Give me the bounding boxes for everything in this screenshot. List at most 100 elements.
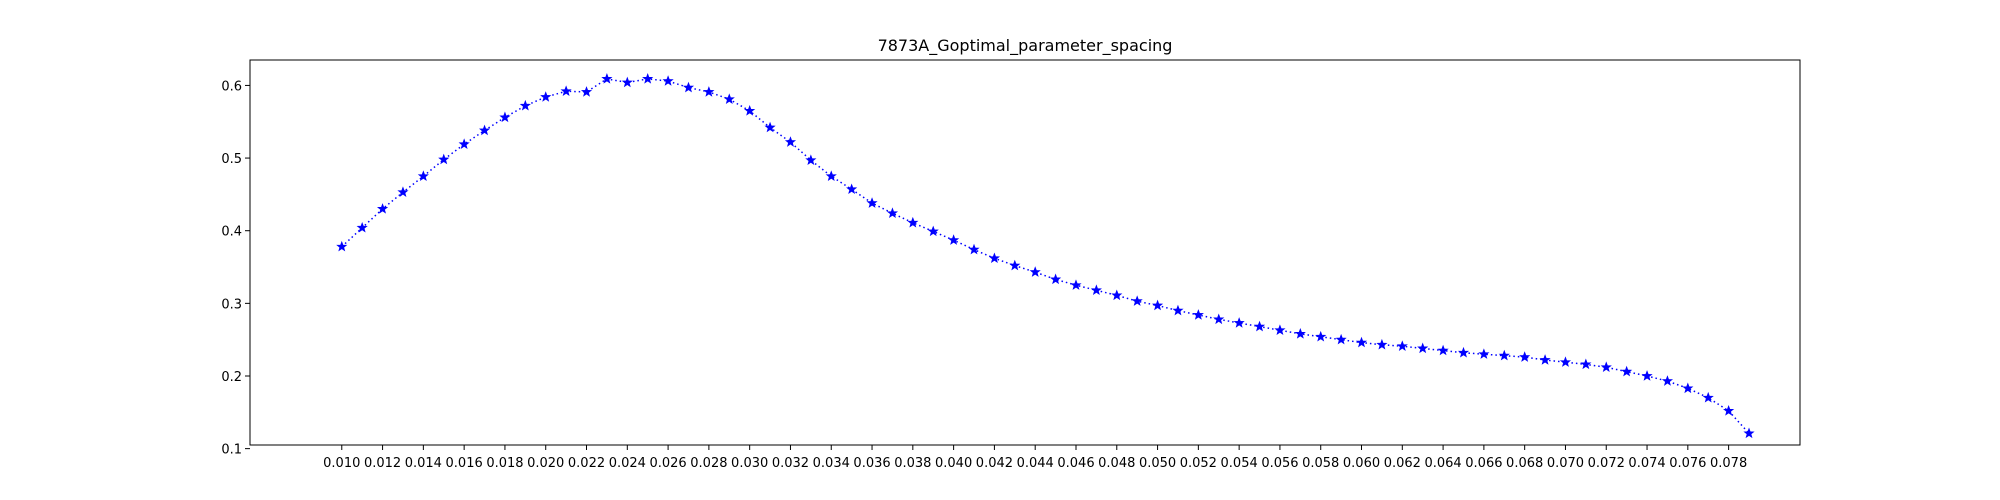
x-tick-label: 0.068 [1506,456,1543,471]
x-tick-label: 0.062 [1384,456,1421,471]
data-point-star [1009,259,1021,271]
data-point-star [1723,405,1735,416]
x-tick-label: 0.064 [1424,456,1461,471]
data-point-star [1600,361,1612,373]
data-point-star [846,183,858,195]
y-axis-ticks: 0.1 0.2 0.3 0.4 0.5 0.6 [221,79,250,458]
data-point-star [601,73,613,84]
x-tick-label: 0.038 [894,456,931,471]
data-point-star [1274,324,1286,335]
data-point-star [948,234,960,245]
x-tick-label: 0.010 [323,456,360,471]
data-point-star [642,73,654,84]
x-tick-label: 0.058 [1302,456,1339,471]
x-tick-label: 0.022 [568,456,605,471]
x-tick-label: 0.048 [1098,456,1135,471]
x-tick-label: 0.078 [1710,456,1747,471]
data-point-star [1498,349,1510,361]
data-point-star [1702,391,1714,403]
data-point-star [560,85,572,96]
data-point-star [968,243,980,255]
data-point-star [1233,317,1245,328]
data-point-star [1253,320,1266,332]
data-point-star [1621,365,1633,377]
data-point-star [662,75,674,86]
x-tick-label: 0.018 [486,456,523,471]
data-point-star [1743,427,1755,439]
y-tick-label: 0.2 [221,370,242,385]
data-point-star [1335,333,1347,345]
data-point-star [1641,370,1653,381]
data-point-star [1661,375,1674,386]
data-point-star [1315,330,1327,342]
x-tick-label: 0.032 [772,456,809,471]
data-point-star [988,252,1000,264]
data-point-star [682,81,695,93]
x-axis-ticks: 0.010 0.012 0.014 0.016 0.018 0.020 0.022 0.024… [323,445,1747,471]
y-tick-label: 0.6 [221,79,242,94]
data-point-star [1396,340,1408,351]
data-point-star [621,76,633,88]
data-point-star [356,221,368,233]
data-point-star [1457,346,1470,358]
data-point-star [907,216,919,228]
x-tick-label: 0.044 [1017,456,1054,471]
data-point-star [336,240,348,252]
data-point-star [744,104,756,116]
series-layer [336,73,1755,439]
data-point-star [540,91,552,102]
data-point-star [805,154,817,165]
x-tick-label: 0.054 [1221,456,1258,471]
data-point-star [1070,279,1082,290]
x-tick-label: 0.036 [853,456,890,471]
x-tick-label: 0.028 [690,456,727,471]
x-tick-label: 0.060 [1343,456,1380,471]
data-point-star [376,203,389,214]
data-point-star [478,124,491,136]
data-point-star [1355,336,1368,348]
data-point-star [886,207,899,219]
x-tick-label: 0.020 [527,456,564,471]
data-point-star [927,225,939,237]
data-point-star [397,186,409,197]
data-point-star [1417,342,1429,354]
chart-title: 7873A_Goptimal_parameter_spacing [878,36,1173,56]
data-point-star [1090,284,1102,296]
data-point-star [866,197,878,208]
x-tick-label: 0.070 [1547,456,1584,471]
x-tick-label: 0.030 [731,456,768,471]
x-tick-label: 0.016 [446,456,483,471]
data-point-star [764,121,776,133]
data-point-star [1294,328,1306,339]
x-tick-label: 0.034 [813,456,850,471]
x-tick-label: 0.056 [1261,456,1298,471]
x-tick-label: 0.012 [364,456,401,471]
data-point-star [1437,344,1449,356]
data-point-star [784,136,797,147]
series-line [341,78,1750,434]
data-point-star [580,86,593,97]
x-tick-label: 0.050 [1139,456,1176,471]
data-point-star [1029,266,1041,277]
data-point-star [1539,354,1551,365]
data-point-star [1050,273,1062,285]
x-tick-label: 0.040 [935,456,972,471]
x-tick-label: 0.052 [1180,456,1217,471]
data-point-star [1172,304,1184,316]
data-point-star [1376,338,1388,350]
x-tick-label: 0.066 [1465,456,1502,471]
data-point-star [1519,351,1531,362]
plot-frame [249,59,1801,446]
data-point-star [519,99,531,111]
data-point-star [1151,299,1164,311]
x-tick-label: 0.072 [1588,456,1625,471]
data-point-star [1559,356,1572,367]
y-tick-label: 0.5 [221,152,242,167]
data-point-star [1131,295,1143,306]
x-tick-label: 0.026 [649,456,686,471]
y-tick-label: 0.4 [221,225,242,240]
data-point-star [723,93,735,104]
